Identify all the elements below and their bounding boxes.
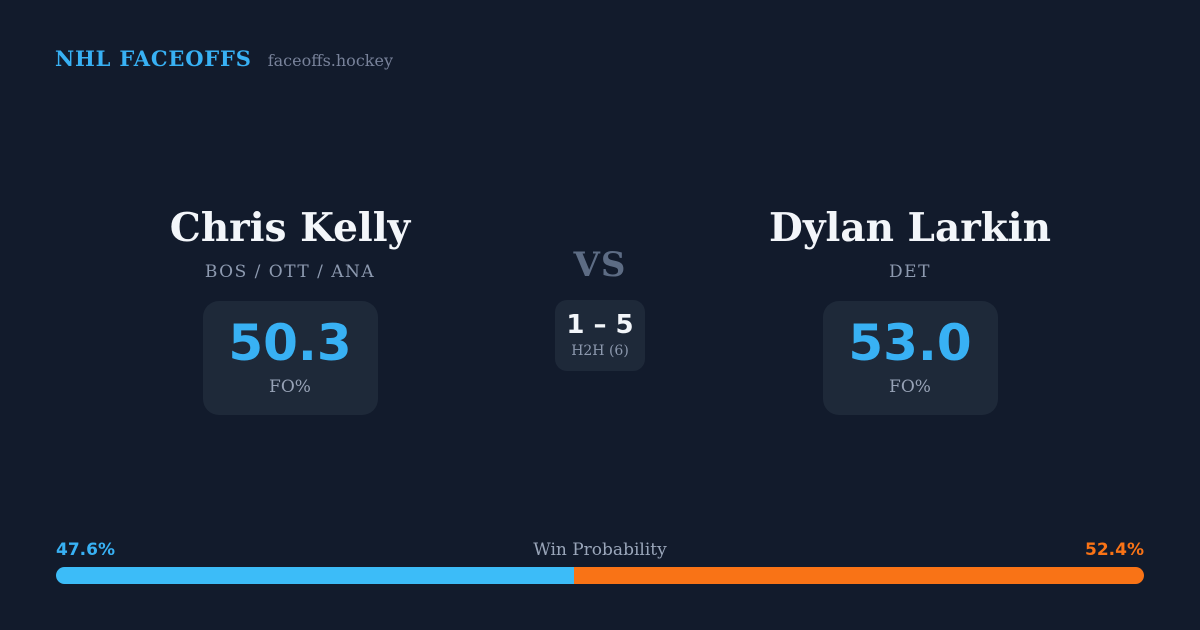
player-one-faceoff-label: FO% (269, 377, 311, 398)
player-two-faceoff-percentage: 53.0 (848, 314, 972, 373)
head-to-head-card: 1 – 5 H2H (6) (555, 300, 645, 372)
site-url: faceoffs.hockey (267, 51, 393, 70)
player-two-teams: DET (889, 261, 931, 282)
head-to-head-score: 1 – 5 (566, 310, 634, 341)
versus-label: VS (573, 245, 627, 285)
player-two-faceoff-label: FO% (889, 377, 931, 398)
player-one-faceoff-card: 50.3 FO% (202, 300, 378, 415)
head-to-head-label: H2H (6) (571, 343, 629, 360)
win-probability-bar (56, 567, 1144, 584)
win-probability-title: Win Probability (533, 540, 667, 560)
player-one-column: Chris Kelly BOS / OTT / ANA 50.3 FO% (100, 206, 480, 415)
player-two-name: Dylan Larkin (769, 205, 1051, 251)
win-probability-labels: 47.6% Win Probability 52.4% (56, 540, 1144, 560)
brand-title: NHL FACEOFFS (55, 46, 252, 71)
player-one-teams: BOS / OTT / ANA (204, 261, 376, 282)
header: NHL FACEOFFS faceoffs.hockey (55, 46, 393, 71)
win-prob-fill-right (573, 567, 1144, 584)
player-one-name: Chris Kelly (169, 205, 411, 251)
player-two-faceoff-card: 53.0 FO% (822, 300, 998, 415)
win-probability-left-percentage: 47.6% (56, 540, 115, 560)
win-probability-right-percentage: 52.4% (1085, 540, 1144, 560)
versus-column: VS 1 – 5 H2H (6) (510, 245, 690, 372)
win-prob-fill-left (56, 567, 574, 584)
player-two-column: Dylan Larkin DET 53.0 FO% (720, 206, 1100, 415)
player-one-faceoff-percentage: 50.3 (228, 314, 352, 373)
